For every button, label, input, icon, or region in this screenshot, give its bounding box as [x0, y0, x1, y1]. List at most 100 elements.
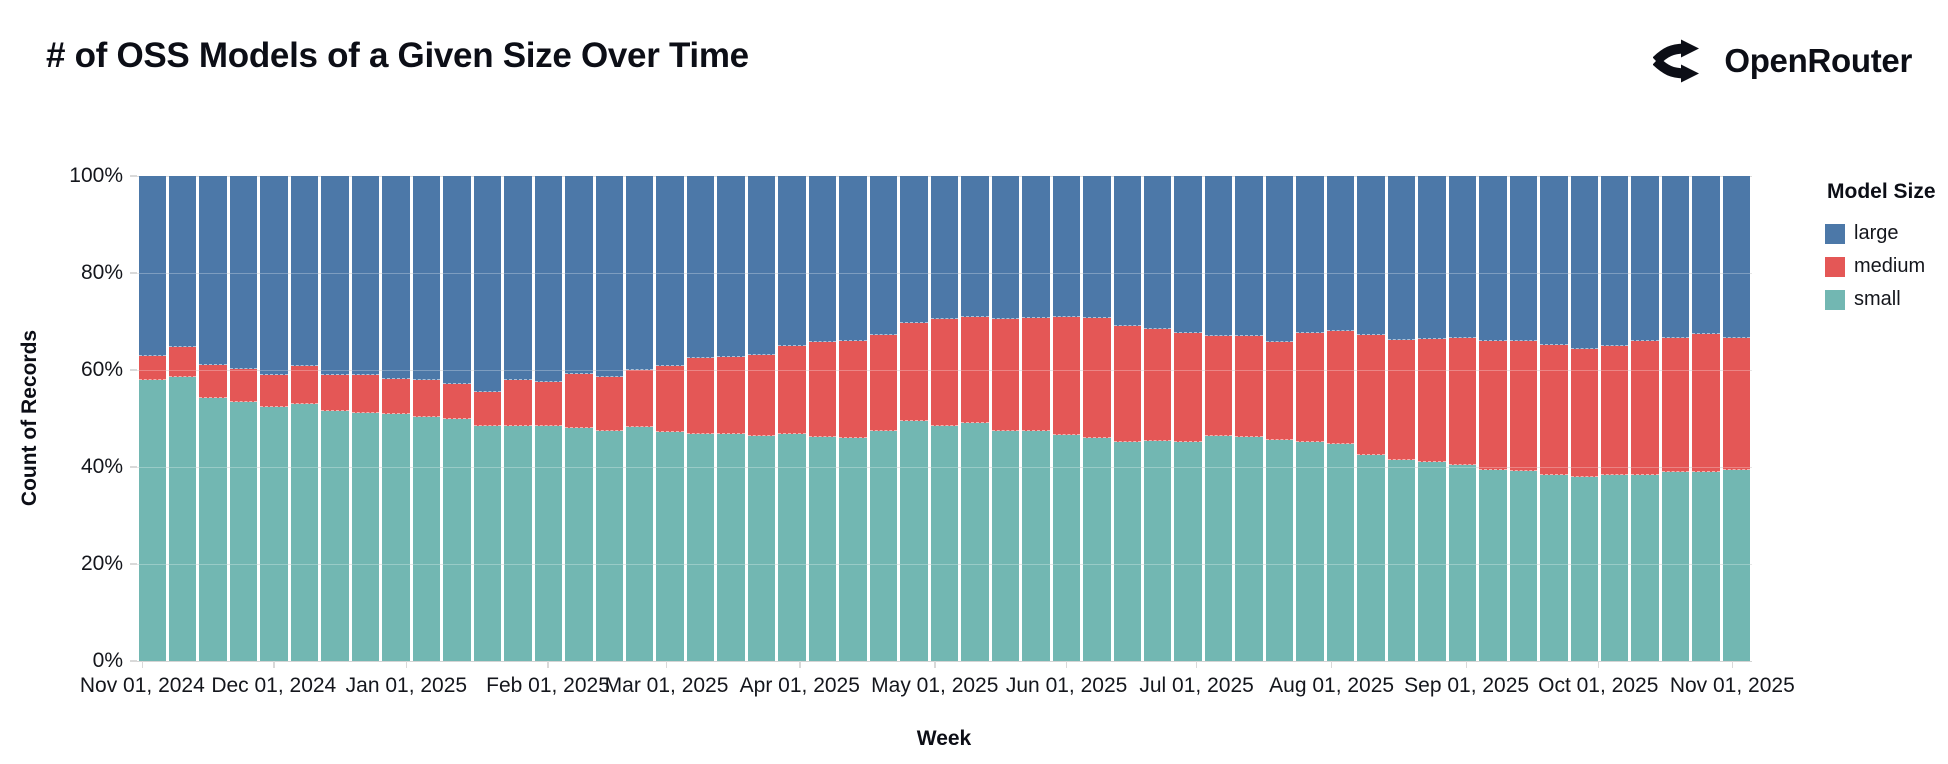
bar-segment-medium[interactable] [1022, 318, 1050, 432]
bar-segment-medium[interactable] [1570, 349, 1598, 477]
bar-segment-small[interactable] [626, 427, 654, 661]
bar-segment-medium[interactable] [565, 373, 593, 428]
bar-segment-small[interactable] [321, 411, 349, 661]
bar-segment-large[interactable] [991, 176, 1020, 319]
bar-segment-large[interactable] [1357, 176, 1385, 336]
bar-segment-medium[interactable] [1052, 317, 1081, 436]
bar-segment-large[interactable] [412, 176, 441, 380]
bar-segment-large[interactable] [839, 176, 867, 342]
bar-segment-large[interactable] [595, 176, 623, 377]
bar-segment-small[interactable] [1052, 435, 1081, 661]
bar-segment-small[interactable] [1540, 474, 1568, 661]
bar-segment-large[interactable] [930, 176, 959, 319]
bar-segment-small[interactable] [1387, 459, 1416, 661]
bar-segment-large[interactable] [1661, 176, 1690, 338]
bar-segment-medium[interactable] [1296, 333, 1324, 442]
bar-segment-large[interactable] [1722, 176, 1751, 338]
bar-segment-large[interactable] [168, 176, 197, 347]
bar-segment-small[interactable] [747, 435, 776, 661]
bar-segment-small[interactable] [1113, 441, 1141, 661]
bar-segment-small[interactable] [1174, 441, 1202, 661]
bar-segment-small[interactable] [1357, 455, 1385, 661]
bar-segment-large[interactable] [382, 176, 410, 380]
bar-segment-small[interactable] [1235, 436, 1263, 661]
bar-segment-large[interactable] [1052, 176, 1081, 318]
bar-segment-small[interactable] [260, 406, 288, 661]
bar-segment-medium[interactable] [473, 391, 502, 427]
bar-segment-small[interactable] [1418, 461, 1446, 661]
bar-segment-small[interactable] [1601, 474, 1629, 661]
openrouter-logo[interactable]: OpenRouter [1653, 38, 1912, 84]
bar-segment-small[interactable] [808, 436, 837, 661]
bar-segment-medium[interactable] [778, 345, 806, 434]
bar-segment-medium[interactable] [443, 384, 471, 420]
bar-segment-large[interactable] [747, 176, 776, 356]
bar-segment-small[interactable] [1265, 440, 1294, 661]
bar-segment-small[interactable] [351, 413, 380, 661]
bar-segment-medium[interactable] [1692, 334, 1720, 473]
bar-segment-medium[interactable] [1479, 341, 1507, 470]
bar-segment-large[interactable] [1083, 176, 1111, 319]
bar-segment-large[interactable] [1601, 176, 1629, 346]
bar-segment-small[interactable] [138, 379, 166, 661]
bar-segment-small[interactable] [595, 431, 623, 661]
bar-segment-small[interactable] [930, 425, 959, 661]
bar-segment-large[interactable] [808, 176, 837, 342]
bar-segment-large[interactable] [869, 176, 898, 335]
bar-segment-large[interactable] [1509, 176, 1538, 341]
bar-segment-small[interactable] [1722, 470, 1751, 661]
bar-segment-large[interactable] [321, 176, 349, 375]
bar-segment-large[interactable] [961, 176, 989, 318]
bar-segment-large[interactable] [717, 176, 745, 357]
bar-segment-large[interactable] [1479, 176, 1507, 342]
bar-segment-large[interactable] [1326, 176, 1355, 331]
bar-segment-small[interactable] [686, 433, 715, 661]
bar-segment-medium[interactable] [168, 346, 197, 377]
bar-segment-large[interactable] [443, 176, 471, 385]
bar-segment-large[interactable] [1540, 176, 1568, 345]
bar-segment-small[interactable] [717, 434, 745, 661]
bar-segment-large[interactable] [1631, 176, 1659, 341]
bar-segment-large[interactable] [1418, 176, 1446, 339]
bar-segment-medium[interactable] [1387, 339, 1416, 460]
bar-segment-small[interactable] [991, 430, 1020, 661]
bar-segment-medium[interactable] [686, 357, 715, 434]
bar-segment-small[interactable] [1631, 474, 1659, 661]
bar-segment-large[interactable] [686, 176, 715, 358]
bar-segment-small[interactable] [1479, 469, 1507, 661]
bar-segment-medium[interactable] [382, 379, 410, 415]
bar-segment-medium[interactable] [138, 355, 166, 380]
bar-segment-medium[interactable] [930, 318, 959, 426]
bar-segment-medium[interactable] [199, 365, 227, 399]
bar-segment-medium[interactable] [1083, 318, 1111, 439]
bar-segment-large[interactable] [290, 176, 319, 367]
bar-segment-large[interactable] [778, 176, 806, 346]
bar-segment-medium[interactable] [1357, 335, 1385, 456]
bar-segment-medium[interactable] [1113, 326, 1141, 442]
bar-segment-large[interactable] [351, 176, 380, 375]
bar-segment-small[interactable] [534, 426, 563, 661]
bar-segment-small[interactable] [1448, 465, 1477, 661]
bar-segment-large[interactable] [199, 176, 227, 366]
bar-segment-small[interactable] [443, 419, 471, 661]
bar-segment-medium[interactable] [412, 379, 441, 417]
bar-segment-large[interactable] [1296, 176, 1324, 334]
bar-segment-medium[interactable] [1418, 338, 1446, 462]
bar-segment-medium[interactable] [1540, 344, 1568, 475]
bar-segment-medium[interactable] [1661, 337, 1690, 473]
bar-segment-medium[interactable] [321, 374, 349, 412]
bar-segment-large[interactable] [1387, 176, 1416, 340]
bar-segment-medium[interactable] [504, 379, 532, 427]
bar-segment-medium[interactable] [260, 375, 288, 407]
bar-segment-small[interactable] [168, 376, 197, 661]
bar-segment-medium[interactable] [1509, 340, 1538, 472]
bar-segment-small[interactable] [382, 414, 410, 661]
bar-segment-medium[interactable] [1265, 341, 1294, 441]
bar-segment-small[interactable] [199, 398, 227, 661]
bar-segment-medium[interactable] [534, 382, 563, 427]
bar-segment-large[interactable] [473, 176, 502, 392]
bar-segment-medium[interactable] [1143, 328, 1172, 441]
bar-segment-medium[interactable] [1722, 337, 1751, 471]
bar-segment-large[interactable] [534, 176, 563, 383]
bar-segment-medium[interactable] [839, 341, 867, 438]
